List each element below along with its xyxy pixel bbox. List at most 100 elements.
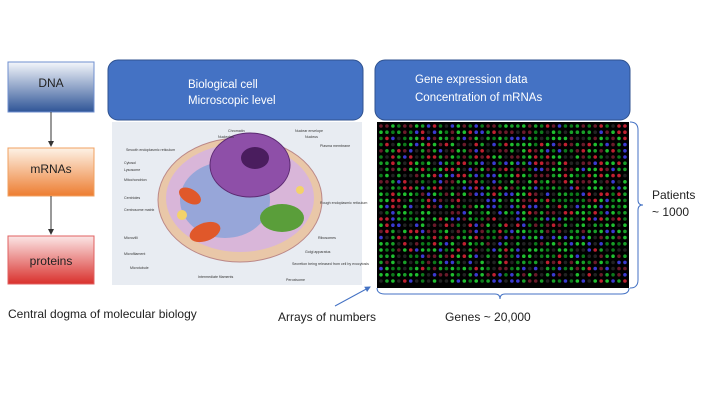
array-spot: [569, 198, 574, 203]
array-spot: [533, 173, 538, 178]
array-spot: [414, 248, 419, 252]
array-spot: [385, 198, 389, 203]
array-spot: [456, 223, 461, 227]
array-spot: [551, 260, 556, 265]
array-spot: [599, 211, 603, 215]
array-spot: [522, 124, 526, 128]
array-spot: [551, 254, 556, 258]
array-spot: [581, 273, 586, 277]
array-spot: [492, 211, 496, 215]
array-spot: [420, 192, 425, 196]
array-spot: [611, 211, 615, 215]
array-spot: [551, 149, 556, 153]
array-spot: [551, 229, 556, 234]
array-spot: [498, 260, 502, 265]
array-spot: [617, 235, 621, 240]
array-spot: [605, 192, 609, 196]
array-spot: [617, 167, 621, 172]
array-spot: [385, 229, 389, 234]
array-spot: [414, 279, 419, 283]
array-spot: [504, 136, 508, 141]
array-spot: [569, 136, 574, 141]
array-spot: [474, 136, 479, 141]
array-spot: [510, 217, 514, 221]
array-spot: [444, 279, 449, 283]
array-spot: [569, 260, 574, 265]
array-spot: [420, 198, 425, 203]
cell-label: Nucleolus: [218, 135, 234, 139]
array-spot: [569, 186, 574, 190]
array-spot: [510, 149, 514, 153]
array-spot: [533, 192, 538, 196]
array-spot: [557, 223, 562, 227]
array-spot: [444, 235, 449, 240]
array-spot: [420, 266, 425, 271]
array-spot: [480, 124, 484, 128]
array-spot: [593, 124, 597, 128]
array-spot: [432, 198, 437, 203]
array-spot: [516, 217, 520, 221]
array-spot: [593, 273, 597, 277]
array-spot: [557, 260, 562, 265]
array-spot: [480, 186, 484, 190]
protein-box: [7, 235, 95, 285]
array-spot: [462, 260, 467, 265]
array-spot: [385, 248, 389, 252]
array-spot: [408, 235, 413, 240]
array-spot: [438, 192, 443, 196]
array-spot: [486, 235, 490, 240]
array-spot: [444, 155, 449, 159]
array-spot: [462, 254, 467, 258]
array-spot: [605, 142, 609, 147]
array-spot: [456, 173, 461, 178]
array-spot: [480, 266, 484, 271]
array-spot: [617, 248, 621, 252]
array-spot: [385, 279, 389, 283]
array-spot: [605, 204, 609, 209]
array-spot: [379, 273, 383, 277]
array-spot: [498, 242, 502, 246]
array-spot: [569, 192, 574, 196]
array-spot: [533, 235, 538, 240]
array-spot: [545, 248, 550, 252]
array-spot: [581, 260, 586, 265]
array-spot: [522, 198, 526, 203]
array-spot: [533, 204, 538, 209]
array-spot: [575, 229, 580, 234]
array-spot: [450, 204, 455, 209]
array-spot: [623, 173, 627, 178]
array-spot: [563, 273, 568, 277]
array-spot: [527, 204, 532, 209]
array-spot: [391, 260, 395, 265]
array-spot: [605, 180, 609, 184]
array-spot: [581, 223, 586, 227]
array-spot: [450, 186, 455, 190]
array-spot: [522, 167, 526, 172]
array-spot: [480, 161, 484, 165]
array-spot: [456, 192, 461, 196]
array-spot: [414, 136, 419, 141]
array-spot: [385, 273, 389, 277]
array-spot: [426, 180, 431, 184]
array-spot: [617, 173, 621, 178]
array-spot: [385, 235, 389, 240]
array-spot: [611, 242, 615, 246]
array-spot: [468, 217, 473, 221]
array-spot: [391, 155, 395, 159]
array-spot: [444, 242, 449, 246]
array-spot: [617, 211, 621, 215]
array-spot: [510, 124, 514, 128]
array-spot: [623, 136, 627, 141]
array-spot: [438, 155, 443, 159]
array-spot: [432, 235, 437, 240]
array-spot: [611, 173, 615, 178]
array-spot: [492, 161, 496, 165]
array-spot: [587, 229, 592, 234]
array-spot: [379, 235, 383, 240]
array-spot: [426, 260, 431, 265]
array-spot: [516, 136, 520, 141]
array-spot: [569, 266, 574, 271]
rows-label: ~ 1000: [652, 205, 689, 219]
array-spot: [527, 242, 532, 246]
array-spot: [593, 198, 597, 203]
